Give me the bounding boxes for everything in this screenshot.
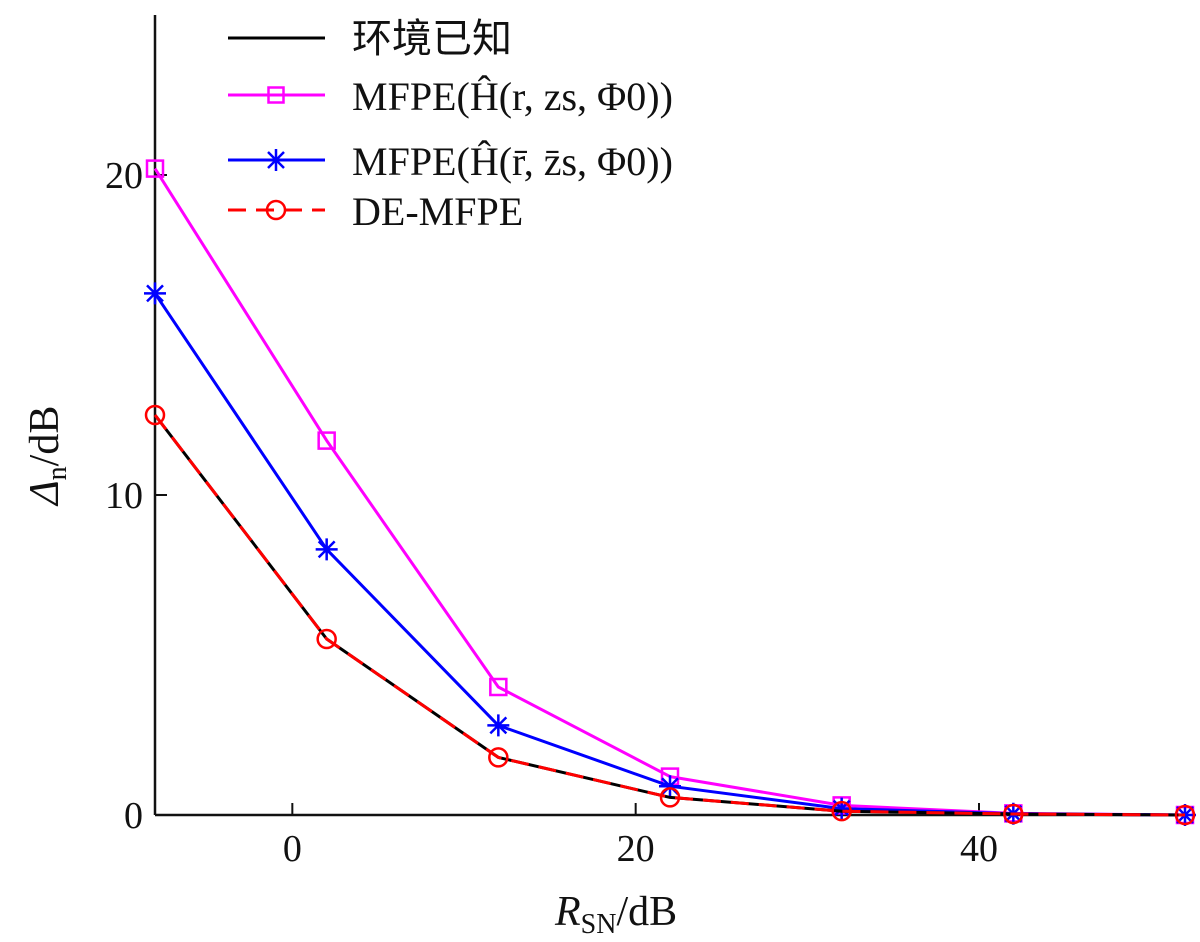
series-1-line (153, 167, 1186, 817)
svg-text:RSN/dB: RSN/dB (554, 889, 677, 940)
legend: 环境已知 MFPE(Ĥ(r, zs, Φ0)) MFPE(Ĥ(r̄, z̄s, … (228, 16, 673, 234)
x-tick-label: 0 (283, 828, 302, 870)
series-3-point-6 (1174, 804, 1196, 826)
ticks: 0 20 40 0 10 20 (105, 155, 998, 870)
x-tick-label: 20 (617, 828, 655, 870)
x-axis-label-main: R (554, 889, 581, 935)
series-3-point-2 (488, 747, 509, 768)
series-3-point-4 (831, 800, 852, 822)
svg-text:Δn/dB: Δn/dB (22, 406, 73, 507)
series-2-point-0 (144, 282, 166, 305)
y-tick-label: 10 (105, 475, 143, 517)
x-axis-label-unit: /dB (616, 889, 677, 935)
legend-marker-2 (265, 149, 287, 171)
y-tick-label: 0 (124, 795, 143, 837)
x-tick-label: 40 (960, 828, 998, 870)
legend-label-0: 环境已知 (352, 16, 512, 61)
y-axis-label-sub: n (42, 466, 73, 480)
legend-label-2: MFPE(Ĥ(r̄, z̄s, Φ0)) (352, 139, 673, 184)
series-layer (144, 159, 1196, 826)
series-2 (144, 282, 1196, 826)
x-axis-label: RSN/dB (554, 889, 677, 940)
series-3-point-5 (1003, 803, 1024, 825)
legend-label-1: MFPE(Ĥ(r, zs, Φ0)) (352, 74, 673, 119)
series-1-point-2 (489, 677, 508, 697)
series-1-point-0 (145, 159, 165, 178)
series-3-line (153, 414, 1186, 817)
series-3-point-1 (316, 628, 337, 650)
series-2-point-1 (315, 538, 338, 561)
legend-marker-3 (265, 199, 287, 221)
series-3-point-0 (144, 404, 166, 426)
series-3 (144, 404, 1196, 826)
y-axis-label: Δn/dB (22, 406, 73, 507)
y-tick-label: 20 (105, 155, 143, 197)
series-1-point-1 (317, 431, 336, 450)
x-axis-label-sub: SN (581, 909, 617, 940)
y-axis-label-main: Δ (22, 480, 68, 507)
series-2-point-4 (830, 797, 853, 820)
legend-marker-1 (267, 86, 285, 104)
series-1 (145, 159, 1195, 825)
series-2-point-3 (659, 775, 681, 798)
series-3-point-3 (659, 787, 681, 808)
series-2-point-2 (487, 714, 510, 737)
series-2-line (153, 292, 1186, 817)
legend-label-3: DE-MFPE (352, 189, 523, 234)
y-axis-label-unit: /dB (22, 406, 68, 467)
